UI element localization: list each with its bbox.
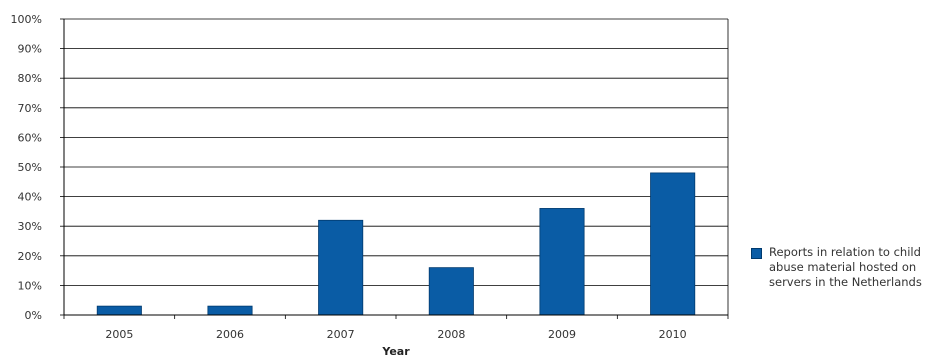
bar-2005 — [96, 305, 142, 316]
bar-2007 — [318, 219, 364, 316]
x-axis-title: Year — [381, 345, 410, 357]
x-tick-label: 2010 — [659, 328, 687, 341]
x-tick-label: 2005 — [105, 328, 133, 341]
x-tick-label: 2007 — [327, 328, 355, 341]
y-tick-label: 0% — [25, 309, 42, 322]
y-tick-label: 30% — [18, 220, 42, 233]
y-tick-label: 60% — [18, 131, 42, 144]
bar-2009 — [539, 208, 585, 316]
x-tick-label: 2006 — [216, 328, 244, 341]
x-tick-label: 2009 — [548, 328, 576, 341]
bar-2006 — [207, 305, 253, 316]
y-tick-label: 40% — [18, 191, 42, 204]
bar-2008 — [428, 267, 474, 316]
grid-lines — [64, 18, 728, 316]
y-tick-label: 20% — [18, 250, 42, 263]
bar-2010 — [650, 172, 696, 316]
axes — [63, 19, 729, 316]
y-tick-label: 90% — [18, 43, 42, 56]
y-tick-label: 70% — [18, 102, 42, 115]
x-tick-label: 2008 — [437, 328, 465, 341]
legend: Reports in relation to child abuse mater… — [751, 245, 943, 290]
y-tick-label: 50% — [18, 161, 42, 174]
legend-swatch — [751, 248, 762, 259]
y-tick-label: 100% — [11, 13, 42, 26]
y-tick-label: 10% — [18, 279, 42, 292]
legend-label: Reports in relation to child abuse mater… — [769, 245, 922, 289]
x-axis-tick-labels: 2005 2006 2007 2008 2009 2010 — [63, 315, 729, 341]
y-axis-tick-labels: 0% 10% 20% 30% 40% 50% 60% 70% 80% 90% 100% — [11, 13, 64, 322]
bars — [96, 172, 696, 316]
y-tick-label: 80% — [18, 72, 42, 85]
